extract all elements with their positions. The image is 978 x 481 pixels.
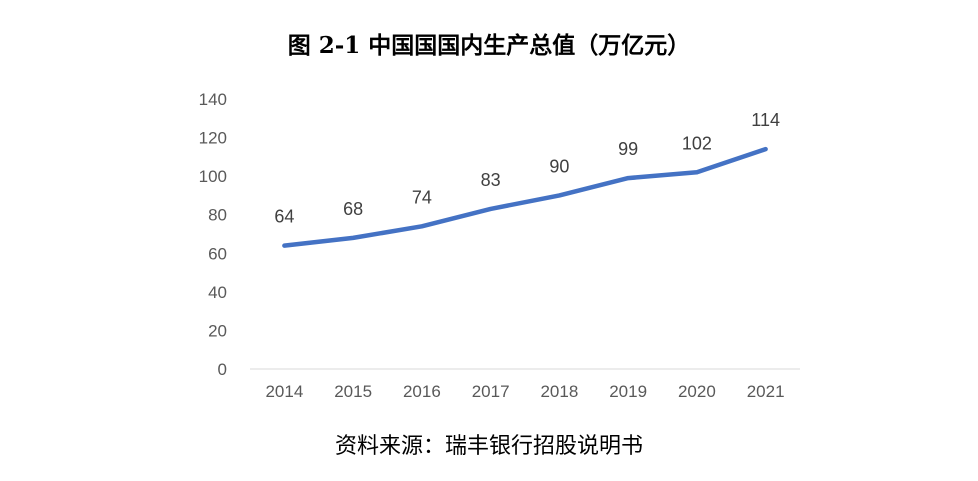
data-labels: 64 68 74 83 90 99 102 114 <box>274 110 780 226</box>
data-label: 99 <box>618 139 638 159</box>
data-points <box>284 149 766 246</box>
data-label: 64 <box>274 207 294 227</box>
y-tick-label: 140 <box>199 90 227 109</box>
y-tick-label: 40 <box>208 283 227 302</box>
x-tick-label: 2021 <box>747 382 785 401</box>
x-tick-label: 2020 <box>678 382 716 401</box>
data-label: 83 <box>481 170 501 190</box>
y-axis-tick-labels: 0 20 40 60 80 100 120 140 <box>199 90 227 379</box>
x-tick-label: 2019 <box>609 382 647 401</box>
chart-title: 图 2-1 中国国国内生产总值（万亿元） <box>287 32 691 59</box>
x-tick-label: 2016 <box>403 382 441 401</box>
data-label: 102 <box>682 133 712 153</box>
y-tick-label: 60 <box>208 244 227 263</box>
y-tick-label: 80 <box>208 206 227 225</box>
y-tick-label: 100 <box>199 167 227 186</box>
data-label: 114 <box>751 110 780 130</box>
source-note: 资料来源：瑞丰银行招股说明书 <box>334 434 643 459</box>
data-label: 90 <box>549 156 569 176</box>
x-axis-tick-labels: 2014 2015 2016 2017 2018 2019 2020 2021 <box>265 382 784 401</box>
y-tick-label: 120 <box>199 129 227 148</box>
y-tick-label: 0 <box>218 360 227 379</box>
x-tick-label: 2015 <box>334 382 372 401</box>
x-tick-label: 2017 <box>472 382 510 401</box>
data-label: 74 <box>412 187 432 207</box>
series-line-gdp <box>282 146 768 248</box>
y-tick-label: 20 <box>208 321 227 340</box>
x-tick-label: 2014 <box>265 382 303 401</box>
x-tick-label: 2018 <box>540 382 578 401</box>
data-label: 68 <box>343 199 363 219</box>
